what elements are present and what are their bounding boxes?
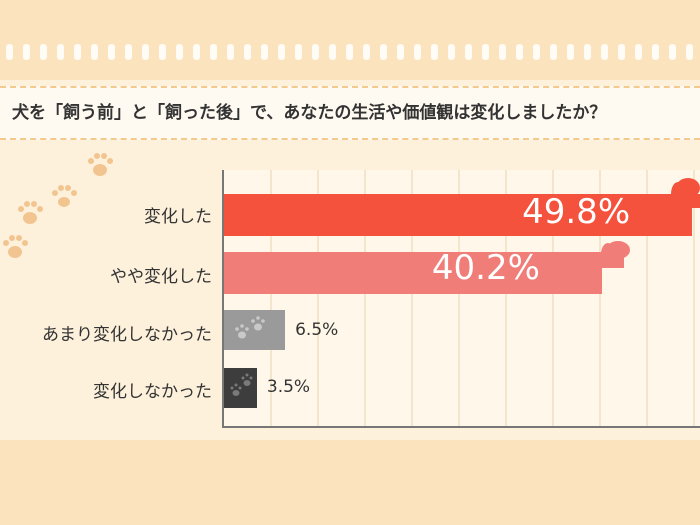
- top-decorative-band: [0, 0, 700, 80]
- value-label: 49.8%: [522, 192, 631, 232]
- question-banner: [0, 86, 700, 140]
- value-label: 40.2%: [431, 248, 540, 288]
- dog-silhouette-icon: [671, 178, 700, 208]
- category-label: やや変化した: [110, 267, 212, 287]
- value-label: 6.5%: [295, 320, 339, 340]
- paw-print-icon: [230, 373, 253, 396]
- category-label: 変化しなかった: [93, 382, 212, 402]
- question-text: 犬を「飼う前」と「飼った後」で、あなたの生活や価値観は変化しましたか？: [12, 103, 607, 123]
- stitched-border: [6, 44, 693, 60]
- bottom-decorative-band: [0, 440, 700, 525]
- dog-silhouette-icon: [601, 241, 630, 268]
- paw-print-icon: [18, 201, 43, 224]
- paw-print-icon: [3, 235, 28, 258]
- paw-print-icon: [235, 316, 265, 339]
- bar-amari-henka-shinakatta: [224, 310, 286, 350]
- bar-henka-shita: [224, 194, 693, 236]
- paw-print-icon: [52, 185, 77, 207]
- bar-yaya-henka-shita: [224, 252, 602, 294]
- value-label: 3.5%: [266, 377, 311, 397]
- paw-print-icon: [88, 153, 113, 176]
- category-label: 変化した: [144, 207, 212, 227]
- category-label: あまり変化しなかった: [42, 325, 212, 345]
